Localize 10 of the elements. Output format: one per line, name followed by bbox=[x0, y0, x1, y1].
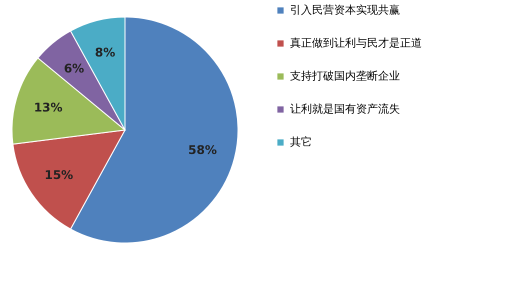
data-label: 13% bbox=[34, 100, 63, 115]
data-label: 6% bbox=[64, 61, 84, 76]
data-label: 8% bbox=[94, 46, 116, 60]
legend-label: 引入民营资本实现共赢 bbox=[290, 4, 400, 16]
legend-label: 支持打破国内垄断企业 bbox=[290, 70, 400, 82]
legend-label: 其它 bbox=[290, 136, 312, 148]
data-label: 15% bbox=[44, 168, 74, 182]
legend-label: 真正做到让利与民才是正道 bbox=[290, 36, 422, 50]
legend-label: 让利就是国有资产流失 bbox=[290, 102, 400, 116]
data-label: 58% bbox=[188, 142, 217, 157]
